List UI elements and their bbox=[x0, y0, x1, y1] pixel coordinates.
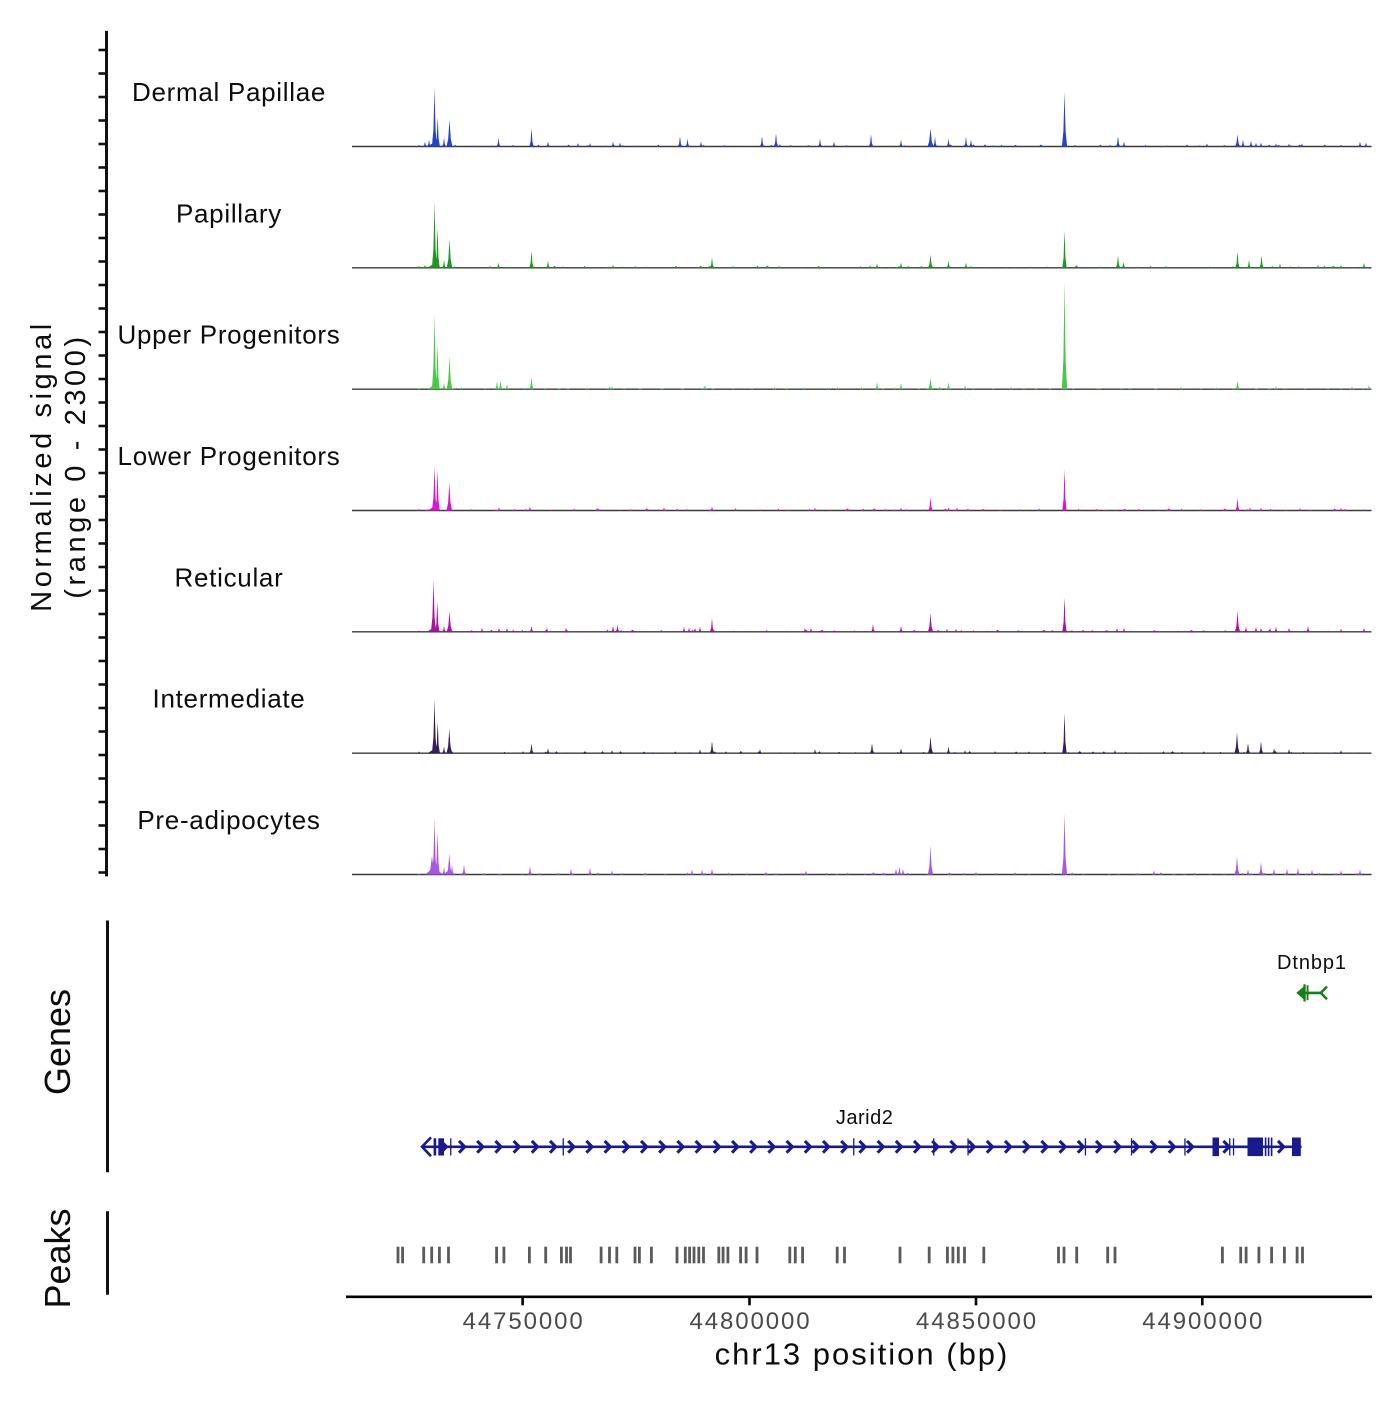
svg-text:(range 0 - 2300): (range 0 - 2300) bbox=[60, 333, 92, 599]
svg-text:Upper Progenitors: Upper Progenitors bbox=[118, 320, 341, 350]
svg-text:Intermediate: Intermediate bbox=[153, 684, 306, 714]
svg-text:44900000: 44900000 bbox=[1142, 1308, 1264, 1335]
svg-text:Jarid2: Jarid2 bbox=[836, 1107, 893, 1129]
svg-text:44800000: 44800000 bbox=[690, 1308, 812, 1335]
svg-text:Papillary: Papillary bbox=[176, 198, 282, 228]
svg-text:Dtnbp1: Dtnbp1 bbox=[1277, 952, 1347, 974]
svg-text:Genes: Genes bbox=[37, 989, 78, 1095]
svg-text:Lower Progenitors: Lower Progenitors bbox=[118, 441, 341, 471]
svg-text:Reticular: Reticular bbox=[175, 562, 284, 592]
svg-text:chr13 position (bp): chr13 position (bp) bbox=[715, 1337, 1010, 1372]
svg-text:44850000: 44850000 bbox=[916, 1308, 1038, 1335]
svg-text:Dermal Papillae: Dermal Papillae bbox=[132, 77, 326, 107]
svg-text:Peaks: Peaks bbox=[37, 1208, 78, 1308]
svg-text:Normalized signal: Normalized signal bbox=[26, 320, 58, 612]
svg-text:44750000: 44750000 bbox=[463, 1308, 585, 1335]
svg-text:Pre-adipocytes: Pre-adipocytes bbox=[137, 805, 320, 835]
